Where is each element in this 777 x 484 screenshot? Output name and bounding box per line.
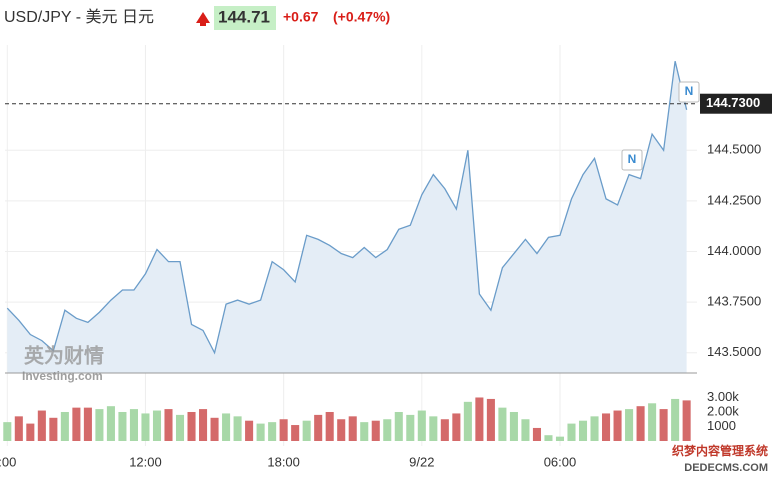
volume-bar [164,409,173,441]
volume-bar [245,420,254,441]
volume-bar [3,422,12,441]
svg-text:N: N [628,152,637,166]
volume-bar [521,419,530,441]
change: +0.67 [283,9,319,25]
volume-bar [314,414,323,441]
volume-bar [141,413,150,441]
volume-bar [498,407,507,441]
volume-bar [417,410,426,441]
watermark-site: Investing.com [22,369,103,383]
volume-bar [590,416,599,441]
y-tick-label: 144.0000 [707,243,761,258]
volume-bar [233,416,242,441]
volume-bar [60,411,69,441]
volume-bar [187,411,196,441]
pair-title: USD/JPY - 美元 日元 [4,8,154,26]
volume-bar [37,410,46,441]
volume-bar [26,423,35,441]
up-arrow [196,12,210,26]
volume-bar [118,411,127,441]
volume-bar [440,419,449,441]
volume-tick-label: 3.00k [707,389,739,404]
volume-bar [49,417,58,441]
last-price-box [700,93,772,114]
volume-bar [256,423,265,441]
volume-bar [671,398,680,441]
volume-bar [406,414,415,441]
volume-bar [429,416,438,441]
volume-bar [544,435,553,441]
volume-bar [636,406,645,441]
x-tick-label: 12:00 [129,454,162,469]
footer-watermark-en: DEDECMS.COM [684,462,768,474]
volume-bar [337,419,346,441]
volume-bar [555,436,565,441]
last-price: 144.71 [218,7,270,26]
news-marker: N [621,149,643,171]
volume-bar [325,411,334,441]
footer-watermark-cn: 织梦内容管理系统 [672,443,768,458]
volume-bar [394,411,403,441]
volume-bar [83,407,92,441]
footer-watermark-bg [665,443,777,479]
volume-bar [95,409,104,441]
volume-bar [486,398,495,441]
volume-bar [602,413,611,441]
price-line [6,61,688,355]
x-tick-label: 06:00 [544,454,577,469]
volume-bar [14,416,23,441]
volume-bar [152,410,162,441]
volume-bar [360,422,369,441]
y-tick-label: 143.5000 [707,344,761,359]
volume-bar [72,407,81,441]
y-tick-label: 144.5000 [707,142,761,157]
x-tick-label: 9/22 [409,454,434,469]
volume-tick-label: 2.00k [707,403,739,418]
change-pct: (+0.47%) [333,9,390,25]
x-tick-label: 18:00 [267,454,300,469]
volume-bar [463,401,472,441]
price-highlight [214,6,276,30]
volume-bar [532,427,541,441]
volume-bar [302,420,311,441]
volume-bar [613,410,622,441]
x-tick-label: :00 [0,454,16,469]
volume-bar [291,425,300,441]
y-tick-label: 143.7500 [707,294,761,309]
watermark-brand: 英为财情 [24,343,104,367]
volume-tick-label: 1000 [707,418,736,433]
volume-bar [106,406,115,441]
volume-bar [659,409,668,441]
svg-text:N: N [685,84,694,98]
plot: :00 12:00 18:00 9/22 06:00 143.5000 143.7500 14… [0,45,772,469]
volume-bar [383,419,392,441]
volume-bar [199,409,208,441]
volume-bar [222,413,231,441]
volume-bar [578,420,588,441]
volume-bar [567,423,576,441]
y-tick-label: 144.2500 [707,192,761,207]
volume-bar [175,414,185,441]
volume-bar [268,422,277,441]
volume-bar [129,409,138,441]
volume-bar [210,417,219,441]
news-marker: N [678,81,700,103]
volume-bar [475,397,484,441]
volume-bar [348,416,357,441]
volume-bar [648,403,657,441]
volume-bar [279,419,288,441]
volume-bar [625,409,634,441]
area-fill [7,61,687,373]
volume-bar [371,420,380,441]
last-price-label: 144.7300 [706,95,760,110]
volume-bar [682,400,691,441]
volume-bar [452,413,461,441]
volume-bar [509,411,518,441]
